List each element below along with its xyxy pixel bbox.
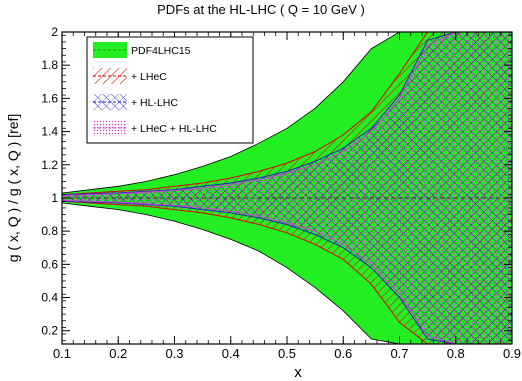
x-tick-label: 0.4 <box>222 346 240 361</box>
y-tick-label: 0.8 <box>41 224 58 238</box>
y-tick-label: 0.4 <box>41 291 58 305</box>
legend-label-1: PDF4LHC15 <box>131 45 191 57</box>
y-tick-label: 1.2 <box>41 158 58 172</box>
x-tick-label: 0.6 <box>334 346 352 361</box>
y-tick-label: 1.8 <box>41 58 58 72</box>
x-tick-label: 0.9 <box>503 346 521 361</box>
x-axis-label: x <box>294 364 302 381</box>
y-axis-label: g ( x, Q ) / g ( x, Q ) [ref] <box>5 114 21 263</box>
x-tick-label: 0.1 <box>53 346 71 361</box>
x-tick-label: 0.7 <box>390 346 408 361</box>
band-3-lower-edge <box>62 200 512 344</box>
band-1-upper-edge <box>62 32 512 194</box>
band-4-upper-edge <box>62 32 512 196</box>
y-tick-label: 0.6 <box>41 257 58 271</box>
chart-title: PDFs at the HL-LHC ( Q = 10 GeV ) <box>157 2 365 17</box>
plot-area: 0.1 0.2 0.3 0.4 0.5 0.6 0.7 0.8 0.9 0.2 0.4 0.6 0.8… <box>41 25 521 361</box>
band-4 <box>62 32 512 344</box>
x-tick-label: 0.8 <box>447 346 465 361</box>
y-tick-label: 2 <box>51 25 58 39</box>
legend-label-3: + HL-LHC <box>131 97 178 109</box>
legend: PDF4LHC15 + LHeC + HL-LHC + LHeC + HL-LHC <box>86 36 254 144</box>
y-tick-label: 1.4 <box>41 125 58 139</box>
band-1-lower-edge <box>62 202 512 344</box>
y-tick-label: 0.2 <box>41 324 58 338</box>
x-tick-label: 0.2 <box>109 346 127 361</box>
band-4-lower-edge <box>62 199 512 344</box>
y-tick-label: 1.6 <box>41 91 58 105</box>
legend-label-4: + LHeC + HL-LHC <box>131 123 217 135</box>
band-2-lower-edge <box>62 200 512 344</box>
x-tick-label: 0.3 <box>165 346 183 361</box>
band-3-upper-edge <box>62 32 512 196</box>
band-2-upper-edge <box>62 32 512 196</box>
legend-label-2: + LHeC <box>131 71 167 83</box>
y-tick-label: 1 <box>51 191 58 205</box>
x-tick-label: 0.5 <box>278 346 296 361</box>
